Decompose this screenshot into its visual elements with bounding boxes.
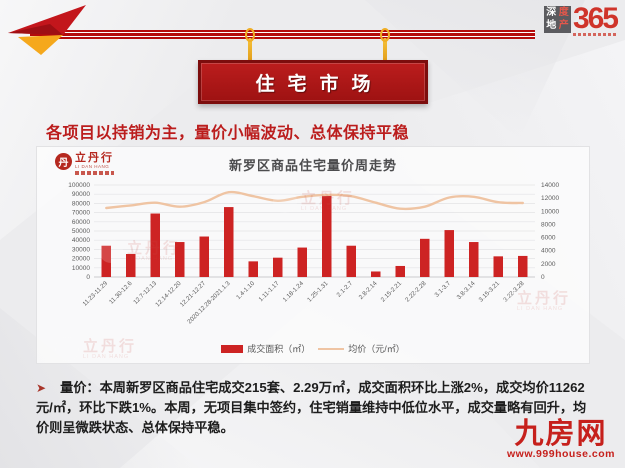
svg-text:2020.12.28-2021.1.3: 2020.12.28-2021.1.3: [186, 280, 232, 326]
shendu-dichan-365-logo: 深 度 地 产 365: [543, 2, 619, 36]
svg-text:2.22-2.28: 2.22-2.28: [404, 280, 428, 304]
svg-text:80000: 80000: [72, 200, 90, 207]
lidanhang-logo-slogan-boxes: [75, 171, 114, 175]
svg-text:6000: 6000: [541, 235, 556, 242]
svg-text:40000: 40000: [72, 237, 90, 244]
chart-panel: 丹 立丹行 LI DAN HANG 新罗区商品住宅量价周走势 0 10000 200…: [36, 146, 590, 364]
legend-bar-label: 成交面积（㎡）: [247, 344, 311, 354]
bullet-arrow-icon: ➤: [36, 381, 47, 395]
chart-title: 新罗区商品住宅量价周走势: [228, 158, 397, 173]
svg-text:2.1-2.7: 2.1-2.7: [336, 280, 355, 299]
svg-text:1.25-1.31: 1.25-1.31: [306, 280, 330, 304]
section-sign: 住宅市场: [198, 60, 428, 104]
price-volume-chart: 0100002000030000400005000060000700008000…: [68, 182, 559, 326]
svg-text:11.23-11.29: 11.23-11.29: [81, 280, 109, 308]
svg-text:60000: 60000: [72, 219, 90, 226]
sign-rope-left: [245, 28, 255, 64]
svg-text:1.4-1.10: 1.4-1.10: [235, 280, 256, 301]
jiufangwang-name: 九房网: [514, 418, 608, 450]
lidanhang-logo: 丹 立丹行 LI DAN HANG: [55, 153, 114, 175]
svg-text:14000: 14000: [541, 182, 559, 189]
commentary-label: 量价：: [60, 380, 100, 395]
brand-box: 深 度 地 产: [543, 6, 571, 33]
brand-number: 365: [572, 2, 619, 35]
chart-panel-header: 丹 立丹行 LI DAN HANG 新罗区商品住宅量价周走势: [37, 147, 589, 177]
section-sign-title: 住宅市场: [255, 73, 384, 95]
legend-line-label: 均价（元/㎡）: [348, 344, 405, 354]
svg-text:2.8-2.14: 2.8-2.14: [358, 280, 379, 301]
chart-legend: 成交面积（㎡） 均价（元/㎡）: [37, 342, 589, 355]
svg-text:3.1-3.7: 3.1-3.7: [434, 280, 453, 299]
svg-text:20000: 20000: [72, 256, 90, 263]
headline: 各项目以持销为主，量价小幅波动、总体保持平稳: [46, 125, 410, 142]
svg-text:10000: 10000: [72, 265, 90, 272]
paper-plane-arrow-icon: [8, 5, 86, 55]
svg-text:70000: 70000: [72, 210, 90, 217]
svg-text:100000: 100000: [68, 182, 90, 189]
svg-text:12000: 12000: [541, 195, 559, 202]
legend-line-swatch: [318, 347, 345, 350]
sign-rope-right: [380, 28, 390, 64]
brand-char: 度: [558, 7, 569, 19]
jiufangwang-url: www.999house.com: [507, 448, 615, 460]
svg-text:8000: 8000: [541, 221, 556, 228]
commentary-paragraph: ➤ 量价：本周新罗区商品住宅成交215套、2.29万㎡，成交面积环比上涨2%，成交…: [36, 378, 592, 438]
svg-text:2.15-2.21: 2.15-2.21: [380, 280, 404, 304]
svg-text:4000: 4000: [541, 248, 556, 255]
svg-text:30000: 30000: [72, 246, 90, 253]
svg-text:0: 0: [541, 274, 545, 281]
lidanhang-logo-name: 立丹行: [75, 152, 114, 164]
svg-text:3.22-3.28: 3.22-3.28: [502, 280, 526, 304]
brand-char: 地: [546, 19, 557, 31]
lidanhang-logo-icon: 丹: [55, 153, 72, 170]
svg-text:10000: 10000: [541, 208, 559, 215]
svg-text:2000: 2000: [541, 261, 556, 268]
commentary-text: 本周新罗区商品住宅成交215套、2.29万㎡，成交面积环比上涨2%，成交均价11…: [36, 380, 587, 435]
svg-text:90000: 90000: [72, 191, 90, 198]
svg-text:3.8-3.14: 3.8-3.14: [456, 280, 477, 301]
legend-item-price: 均价（元/㎡）: [318, 342, 405, 355]
brand-char: 深: [546, 7, 557, 19]
banner-rule-line: [30, 30, 535, 39]
brand-tagline-dots: [572, 33, 617, 36]
svg-text:3.15-3.21: 3.15-3.21: [478, 280, 502, 304]
svg-text:1.18-1.24: 1.18-1.24: [282, 280, 306, 304]
legend-item-area: 成交面积（㎡）: [221, 342, 310, 355]
legend-bar-swatch: [221, 344, 244, 353]
svg-text:11.30-12.6: 11.30-12.6: [108, 280, 134, 306]
svg-text:50000: 50000: [72, 228, 90, 235]
brand-char: 产: [558, 19, 569, 31]
jiufangwang-logo: 九房网 www.999house.com: [507, 418, 615, 461]
svg-text:0: 0: [86, 274, 90, 281]
svg-text:1.11-1.17: 1.11-1.17: [257, 280, 281, 304]
lidanhang-logo-sub: LI DAN HANG: [75, 164, 110, 169]
